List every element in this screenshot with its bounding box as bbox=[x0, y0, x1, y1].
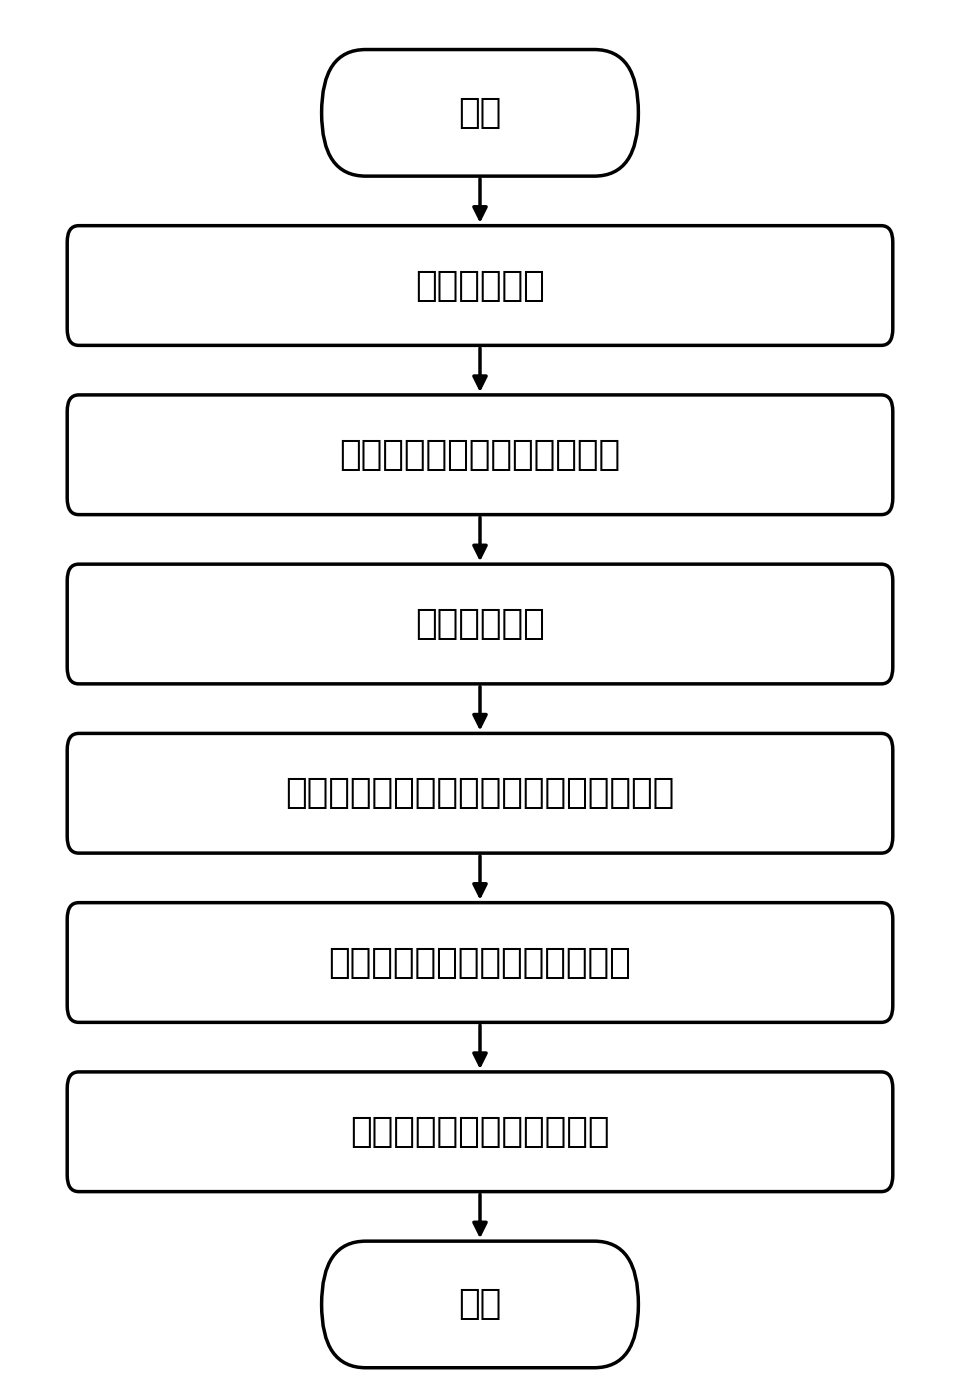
FancyBboxPatch shape bbox=[322, 50, 638, 176]
FancyBboxPatch shape bbox=[67, 226, 893, 345]
FancyBboxPatch shape bbox=[67, 395, 893, 515]
FancyBboxPatch shape bbox=[67, 903, 893, 1022]
Text: 使用激光扫描样品并激发荧光: 使用激光扫描样品并激发荧光 bbox=[340, 438, 620, 472]
Text: 计算每点高度获得样品三维形貌: 计算每点高度获得样品三维形貌 bbox=[328, 945, 632, 980]
Text: 根据响应曲线顶点位置确定样品表面高度: 根据响应曲线顶点位置确定样品表面高度 bbox=[285, 776, 675, 810]
Text: 使用水或有机溶剂清洗样品: 使用水或有机溶剂清洗样品 bbox=[350, 1115, 610, 1149]
Text: 制作阔膜样品: 制作阔膜样品 bbox=[415, 268, 545, 303]
Text: 开始: 开始 bbox=[458, 96, 502, 129]
FancyBboxPatch shape bbox=[67, 564, 893, 684]
FancyBboxPatch shape bbox=[67, 1072, 893, 1192]
Text: 收集荧光信号: 收集荧光信号 bbox=[415, 607, 545, 641]
Text: 结束: 结束 bbox=[458, 1288, 502, 1321]
FancyBboxPatch shape bbox=[322, 1241, 638, 1368]
FancyBboxPatch shape bbox=[67, 733, 893, 853]
